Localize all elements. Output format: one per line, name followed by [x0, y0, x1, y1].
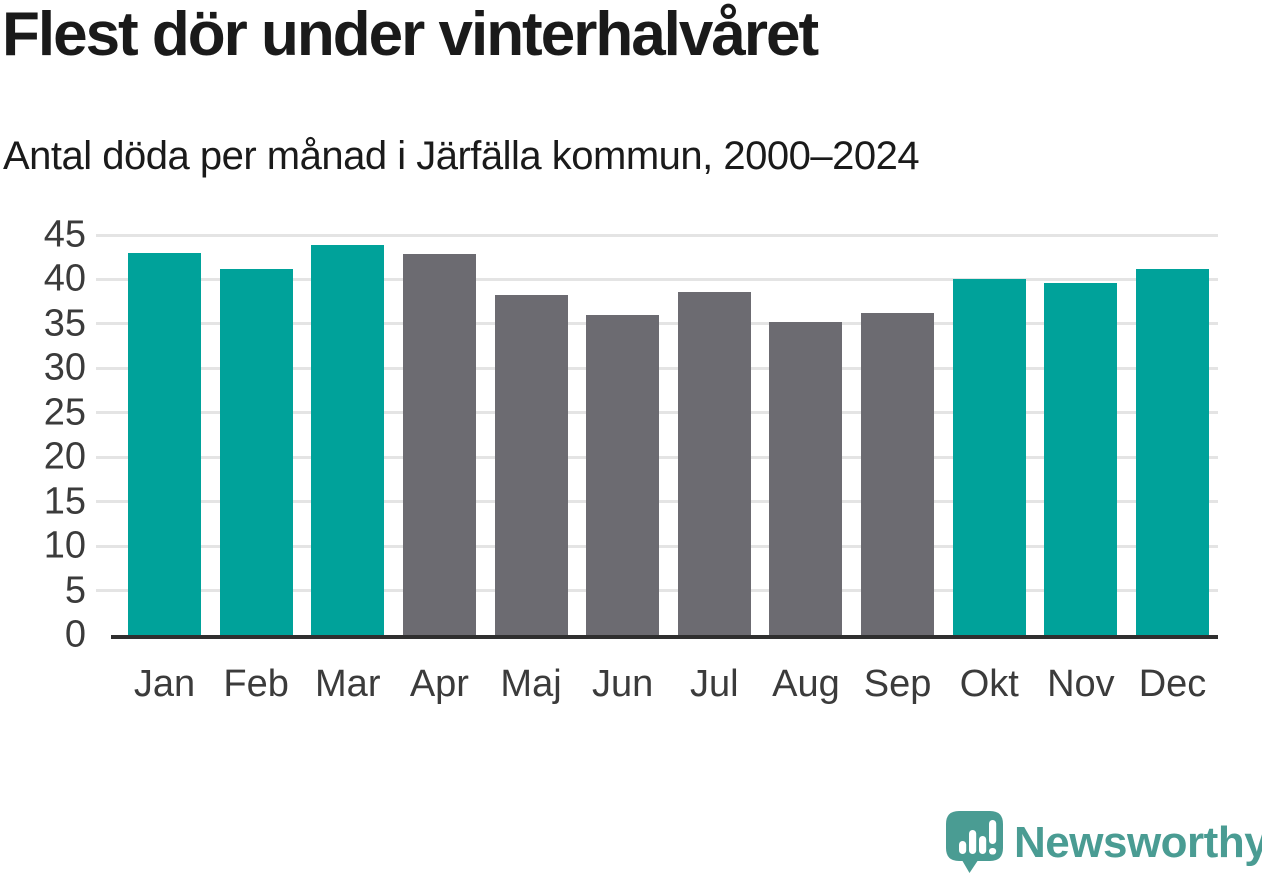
- y-tick-label-45: 45: [43, 213, 86, 256]
- bar-jul: [677, 291, 751, 635]
- y-tick-label-30: 30: [43, 346, 86, 389]
- x-tick-label-maj: Maj: [500, 663, 562, 705]
- bar-jun: [586, 315, 660, 635]
- bar-maj: [494, 295, 568, 635]
- bar-aug: [769, 322, 843, 635]
- chart-title: Flest dör under vinterhalvåret: [2, 0, 819, 69]
- x-tick-label-mar: Mar: [315, 663, 381, 705]
- bar-feb: [219, 268, 293, 635]
- newsworthy-logo-icon: [946, 811, 1003, 873]
- y-tick-label-25: 25: [43, 391, 86, 434]
- bar-apr: [402, 253, 476, 635]
- x-tick-label-apr: Apr: [409, 663, 469, 705]
- bar-chart-plot: 0 5 10 15 20 25 30 35 40 45 Jan Feb Mar Apr Maj Jun Jul…: [44, 214, 1218, 705]
- x-tick-label-feb: Feb: [223, 663, 289, 705]
- y-tick-label-0: 0: [64, 613, 86, 656]
- x-tick-label-sep: Sep: [863, 663, 932, 705]
- y-tick-label-20: 20: [43, 435, 86, 478]
- y-tick-label-40: 40: [43, 257, 86, 300]
- y-tick-label-5: 5: [64, 569, 86, 612]
- x-tick-label-dec: Dec: [1138, 663, 1207, 705]
- newsworthy-logo: Newsworthy: [946, 811, 1262, 874]
- gridline-40: [96, 277, 1218, 281]
- x-tick-label-jan: Jan: [133, 663, 196, 705]
- x-axis-line: [111, 635, 1218, 639]
- bar-mar: [311, 244, 385, 635]
- x-tick-label-okt: Okt: [959, 663, 1019, 705]
- bar-jan: [128, 252, 201, 635]
- x-tick-label-aug: Aug: [772, 663, 840, 705]
- x-tick-label-jul: Jul: [690, 663, 739, 705]
- y-tick-label-10: 10: [43, 524, 86, 567]
- bar-sep: [861, 313, 935, 635]
- x-tick-label-nov: Nov: [1047, 663, 1115, 705]
- bar-dec: [1136, 268, 1210, 635]
- bar-nov: [1044, 283, 1118, 635]
- x-tick-label-jun: Jun: [592, 663, 654, 705]
- chart-subtitle: Antal döda per månad i Järfälla kommun, …: [3, 134, 920, 178]
- newsworthy-logo-text: Newsworthy: [1014, 817, 1262, 867]
- y-tick-label-35: 35: [43, 302, 86, 345]
- gridline-45: [96, 233, 1218, 237]
- bar-okt: [952, 279, 1026, 635]
- y-tick-label-15: 15: [43, 480, 86, 523]
